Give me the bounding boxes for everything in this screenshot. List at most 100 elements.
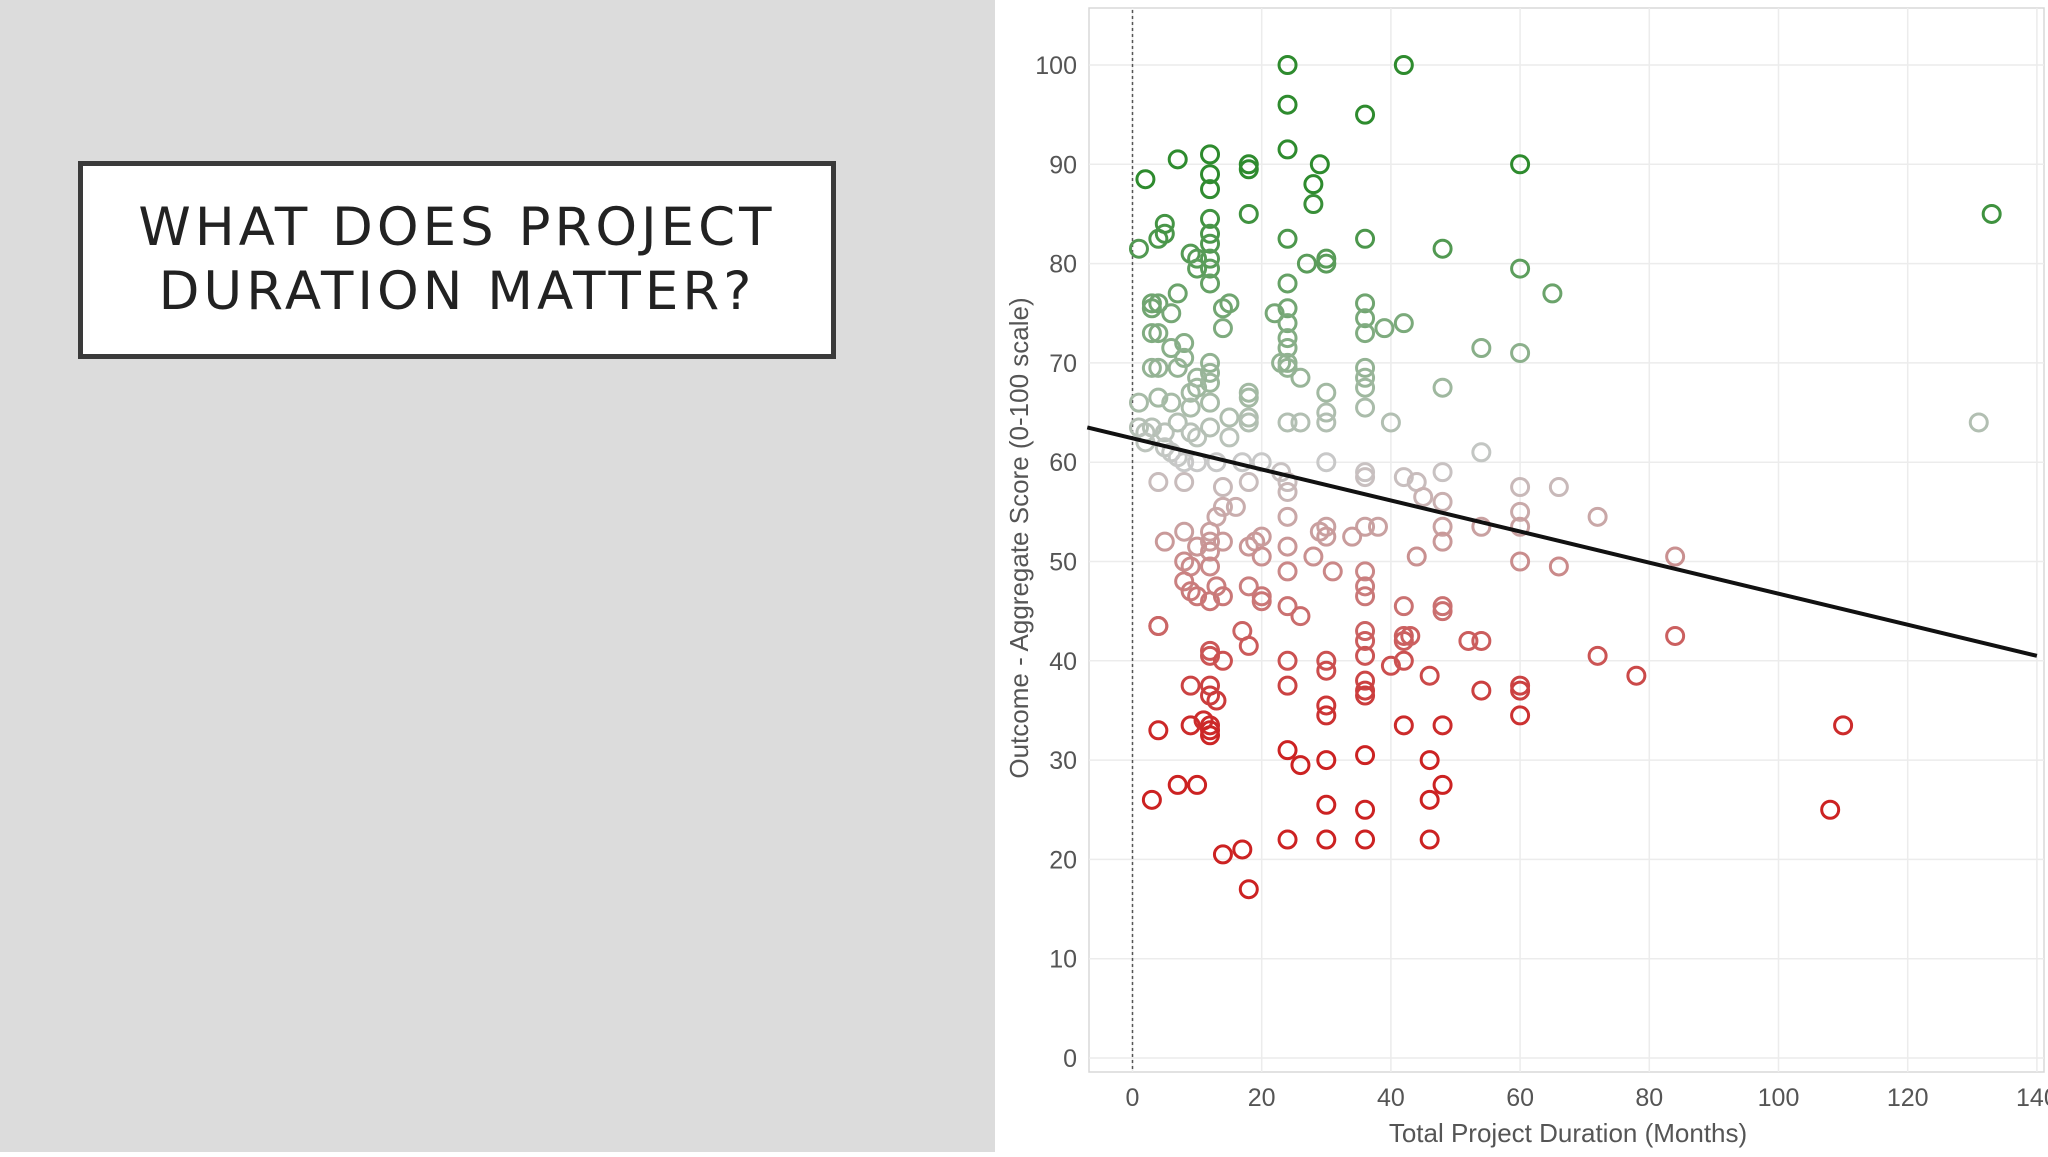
data-point (1187, 377, 1208, 398)
data-point (1187, 774, 1208, 795)
data-point (1820, 799, 1841, 820)
data-point (1355, 228, 1376, 249)
data-point (1212, 496, 1233, 517)
x-tick-label: 120 (1887, 1084, 1929, 1112)
data-point (1251, 526, 1272, 547)
y-tick-label: 60 (1049, 449, 1077, 477)
scatter-chart: 0 10 20 30 40 50 60 70 80 90 100 0 20 40 60 80 100 120 14… (1004, 7, 2048, 1148)
x-tick-label: 0 (1126, 1084, 1140, 1112)
data-point (1393, 650, 1414, 671)
data-point (1419, 750, 1440, 771)
x-axis-label: Total Project Duration (Months) (1389, 1118, 1747, 1148)
data-point (1665, 625, 1686, 646)
data-point (1432, 462, 1453, 483)
data-point (1212, 844, 1233, 865)
data-point (1128, 238, 1149, 259)
data-point (1374, 318, 1395, 339)
data-point (1167, 357, 1188, 378)
data-point (1355, 377, 1376, 398)
y-tick-label: 40 (1049, 648, 1077, 676)
gridlines (1089, 8, 2044, 1072)
data-point (1316, 705, 1337, 726)
data-point (1277, 675, 1298, 696)
data-point (1174, 521, 1195, 542)
data-point (1303, 174, 1324, 195)
data-point (1154, 213, 1175, 234)
data-point (1316, 452, 1337, 473)
y-tick-label: 70 (1049, 350, 1077, 378)
data-point (1393, 715, 1414, 736)
data-point (1510, 258, 1531, 279)
data-point (1277, 481, 1298, 502)
data-point (1277, 536, 1298, 557)
data-point (1277, 273, 1298, 294)
data-point (1180, 675, 1201, 696)
data-point (1510, 154, 1531, 175)
data-point (1180, 715, 1201, 736)
data-point (1187, 536, 1208, 557)
data-point (1200, 248, 1221, 269)
data-point (1471, 442, 1492, 463)
data-point (1200, 531, 1221, 552)
data-point (1212, 531, 1233, 552)
data-points (1128, 55, 2002, 900)
x-tick-label: 40 (1377, 1084, 1405, 1112)
data-point (1342, 526, 1363, 547)
data-point (1432, 531, 1453, 552)
data-point (1161, 303, 1182, 324)
data-point (1355, 516, 1376, 537)
data-point (1316, 650, 1337, 671)
y-tick-label: 20 (1049, 846, 1077, 874)
data-point (1277, 55, 1298, 75)
data-point (1141, 357, 1162, 378)
y-tick-label: 30 (1049, 747, 1077, 775)
data-point (1355, 745, 1376, 766)
y-axis-label: Outcome - Aggregate Score (0-100 scale) (1004, 297, 1034, 778)
y-tick-label: 90 (1049, 151, 1077, 179)
data-point (1355, 829, 1376, 850)
data-point (1200, 352, 1221, 373)
data-point (1587, 645, 1608, 666)
slide-title: WHAT DOES PROJECT DURATION MATTER? (138, 197, 776, 322)
data-point (1542, 283, 1563, 304)
y-tick-label: 100 (1035, 52, 1077, 80)
data-point (1154, 531, 1175, 552)
data-point (1432, 601, 1453, 622)
data-point (1187, 427, 1208, 448)
data-point (1200, 164, 1221, 185)
data-point (1355, 621, 1376, 642)
data-point (1200, 223, 1221, 244)
data-point (1419, 829, 1440, 850)
data-point (1355, 397, 1376, 418)
data-point (1665, 546, 1686, 567)
data-point (1277, 506, 1298, 527)
y-tick-label: 10 (1049, 946, 1077, 974)
data-point (1380, 412, 1401, 433)
data-point (1277, 139, 1298, 160)
data-point (1432, 715, 1453, 736)
data-point (1148, 357, 1169, 378)
data-point (1277, 328, 1298, 349)
slide-left-panel: WHAT DOES PROJECT DURATION MATTER? (0, 0, 995, 1152)
data-point (1187, 248, 1208, 269)
data-point (1316, 695, 1337, 716)
data-point (1141, 323, 1162, 344)
data-point (1200, 725, 1221, 746)
data-point (1212, 650, 1233, 671)
data-point (1154, 422, 1175, 443)
data-point (1316, 794, 1337, 815)
x-tick-label: 20 (1248, 1084, 1276, 1112)
data-point (1471, 630, 1492, 651)
data-point (1200, 645, 1221, 666)
x-tick-label: 140 (2016, 1084, 2048, 1112)
data-point (1212, 318, 1233, 339)
data-point (1587, 506, 1608, 527)
data-point (1290, 606, 1311, 627)
data-point (1510, 551, 1531, 572)
data-point (1419, 789, 1440, 810)
data-point (1355, 645, 1376, 666)
y-tick-label: 50 (1049, 549, 1077, 577)
x-tick-labels: 0 20 40 60 80 100 120 140 (1126, 1084, 2048, 1112)
data-point (1432, 491, 1453, 512)
data-point (1128, 392, 1149, 413)
